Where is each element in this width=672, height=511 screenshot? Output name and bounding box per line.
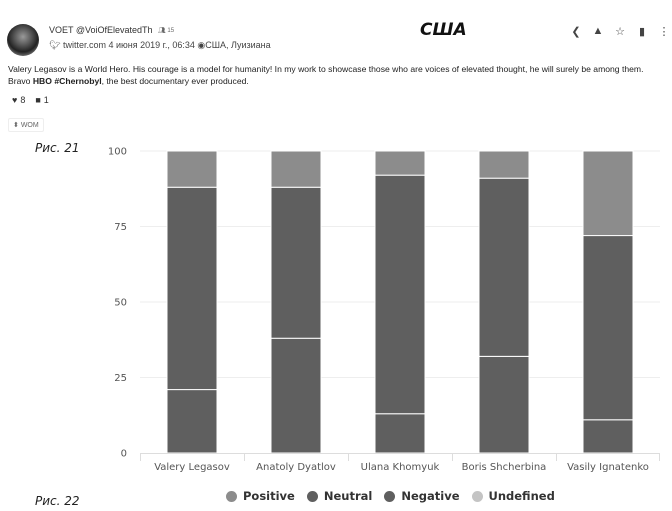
bar-segment-negative[interactable]: [478, 355, 530, 454]
tag-button[interactable]: ⬍ WOM: [8, 118, 44, 132]
comments[interactable]: ■ 1: [35, 95, 48, 105]
bar-segment-positive[interactable]: [478, 150, 530, 179]
text-segment: , the best documentary ever produced.: [101, 76, 249, 86]
bar-segment-positive[interactable]: [374, 150, 426, 176]
y-tick-label: 0: [121, 449, 127, 460]
star-icon[interactable]: ☆: [615, 26, 625, 38]
likes[interactable]: ♥ 8: [12, 95, 25, 105]
followers-count: 15: [167, 28, 175, 34]
text-bold-hbo: HBO: [32, 76, 52, 86]
legend-label: Undefined: [488, 489, 555, 503]
tag-label: WOM: [20, 122, 39, 129]
author-name[interactable]: VOET: [49, 25, 74, 35]
followers-badge: 👥︎ 15: [158, 27, 174, 34]
bar-segment-neutral[interactable]: [478, 177, 530, 357]
legend-dot-icon: [226, 490, 237, 502]
source-link[interactable]: twitter.com: [62, 40, 106, 50]
page-title: США: [420, 20, 467, 40]
legend-item-neutral[interactable]: Neutral: [306, 489, 373, 503]
likes-count: 8: [20, 95, 26, 105]
y-tick-label: 100: [108, 147, 127, 158]
figure-caption-22: Рис. 22: [35, 494, 80, 508]
post-actions: ❮ ▲ ☆ ▮ ⋮: [565, 25, 672, 38]
legend-item-undefined[interactable]: Undefined: [471, 489, 555, 503]
bar-segment-negative[interactable]: [166, 389, 218, 454]
legend-item-negative[interactable]: Negative: [384, 489, 460, 503]
legend-label: Neutral: [323, 489, 373, 503]
bar-segment-positive[interactable]: [270, 150, 322, 188]
post-date: 4 июня 2019 г., 06:34: [108, 40, 195, 50]
trash-icon[interactable]: ▮: [638, 26, 646, 38]
hashtag-link[interactable]: #Chernobyl: [54, 76, 102, 86]
y-tick-label: 50: [114, 298, 127, 309]
bar-segment-negative[interactable]: [582, 419, 634, 454]
bar-segment-negative[interactable]: [374, 413, 426, 454]
more-icon[interactable]: ⋮: [658, 26, 670, 38]
users-icon: ⬍: [13, 122, 19, 129]
x-tick-label: Anatoly Dyatlov: [256, 462, 336, 473]
comments-count: 1: [43, 95, 49, 105]
post-text-line2: Bravo HBO #Chernobyl, the best documenta…: [8, 75, 668, 87]
post-author: VOET @VoiOfElevatedTh 👥︎ 15: [49, 25, 174, 35]
bar-segment-neutral[interactable]: [270, 186, 322, 339]
twitter-icon: 🐦︎: [49, 40, 61, 50]
bar-segment-negative[interactable]: [270, 337, 322, 454]
x-tick-label: Valery Legasov: [154, 462, 230, 473]
post-text-line1: Valery Legasov is a World Hero. His cour…: [8, 64, 644, 74]
bar-segment-positive[interactable]: [166, 150, 218, 188]
comment-icon: ■: [35, 95, 41, 105]
x-tick-label: Ulana Khomyuk: [361, 462, 440, 473]
bar-segment-positive[interactable]: [582, 150, 634, 237]
legend-label: Positive: [243, 489, 295, 503]
user-icon[interactable]: ▲: [592, 25, 604, 37]
figure-caption-21: Рис. 21: [35, 141, 80, 155]
y-tick-label: 25: [114, 373, 127, 384]
chart-legend: Positive Neutral Negative Undefined: [226, 489, 555, 503]
legend-item-positive[interactable]: Positive: [226, 489, 295, 503]
post-stats: ♥ 8 ■ 1: [12, 95, 49, 105]
location-pin-icon: ◉: [197, 40, 206, 50]
legend-dot-icon: [306, 490, 318, 502]
followers-icon: 👥︎: [158, 28, 166, 34]
bar-segment-neutral[interactable]: [374, 174, 426, 415]
heart-icon: ♥: [12, 95, 18, 105]
post-text: Valery Legasov is a World Hero. His cour…: [8, 63, 668, 87]
text-segment: Bravo: [8, 76, 33, 86]
post-meta: 🐦︎ twitter.com 4 июня 2019 г., 06:34 ◉СШ…: [49, 40, 271, 51]
share-icon[interactable]: ❮: [571, 26, 581, 38]
bar-segment-neutral[interactable]: [166, 186, 218, 391]
post-location: США, Луизиана: [205, 40, 271, 50]
legend-dot-icon: [471, 490, 483, 502]
bar-segment-neutral[interactable]: [582, 235, 634, 421]
x-tick-label: Vasily Ignatenko: [567, 462, 649, 473]
y-tick-label: 75: [114, 222, 127, 233]
author-handle[interactable]: @VoiOfElevatedTh: [75, 25, 153, 35]
legend-dot-icon: [384, 490, 396, 502]
avatar[interactable]: [7, 24, 39, 56]
legend-label: Negative: [401, 489, 460, 503]
x-tick-label: Boris Shcherbina: [462, 462, 547, 473]
